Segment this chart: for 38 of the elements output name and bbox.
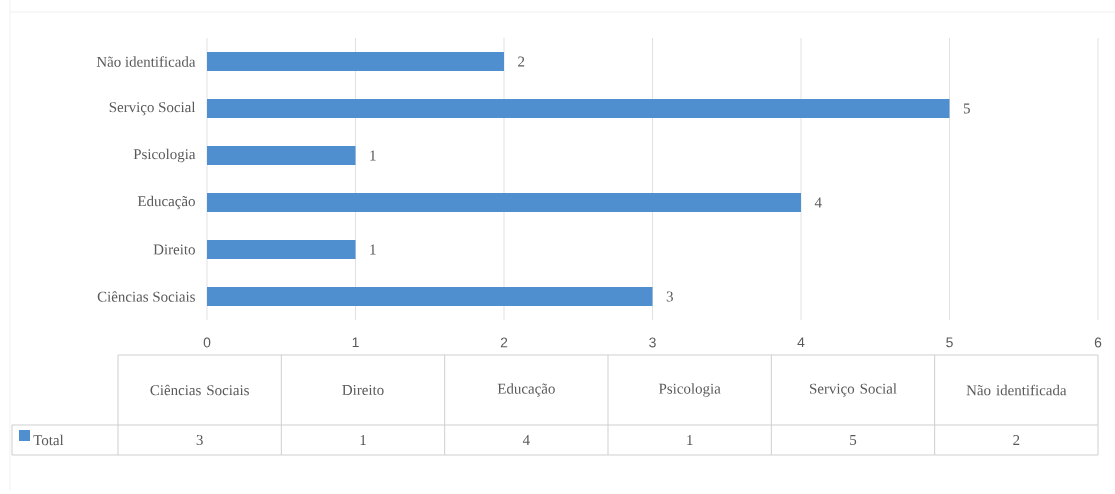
y-tick-label: Ciências Sociais xyxy=(97,291,195,302)
bar xyxy=(207,98,950,118)
y-tick-label: Educação xyxy=(137,195,195,210)
x-tick-label: 2 xyxy=(500,337,508,348)
bar xyxy=(207,239,356,259)
data-label: 3 xyxy=(196,434,203,445)
data-label: 3 xyxy=(666,291,673,302)
category-label: Psicologia xyxy=(658,383,721,397)
category-label: Direito xyxy=(342,384,384,395)
category-label: Ciências Sociais xyxy=(150,384,249,396)
bar xyxy=(207,286,653,306)
data-label: 1 xyxy=(687,435,693,445)
data-label: 1 xyxy=(370,244,376,255)
y-tick-label: Direito xyxy=(153,244,195,255)
data-label: 2 xyxy=(1013,435,1020,445)
category-label: Serviço Social xyxy=(810,383,897,397)
x-tick-label: 4 xyxy=(797,337,805,348)
data-label: 4 xyxy=(814,197,822,208)
legend-label: Total xyxy=(33,434,64,446)
bar xyxy=(207,51,505,71)
bar xyxy=(207,145,356,165)
category-label: Não identificada xyxy=(966,384,1067,396)
x-tick-label: 6 xyxy=(1094,337,1102,348)
category-label: Educação xyxy=(497,383,555,397)
data-label: 5 xyxy=(850,435,857,445)
data-label: 5 xyxy=(963,103,970,114)
data-label: 2 xyxy=(518,56,525,67)
y-tick-label: Psicologia xyxy=(133,148,196,163)
x-tick-label: 0 xyxy=(203,337,211,348)
x-tick-label: 3 xyxy=(649,337,656,348)
y-tick-label: Não identificada xyxy=(96,56,196,67)
bar xyxy=(207,192,802,212)
x-tick-label: 5 xyxy=(946,337,953,348)
y-tick-label: Serviço Social xyxy=(109,101,196,116)
data-label: 1 xyxy=(370,150,376,161)
x-tick-label: 1 xyxy=(352,337,359,348)
data-label: 4 xyxy=(522,435,530,445)
data-label: 1 xyxy=(360,435,366,445)
